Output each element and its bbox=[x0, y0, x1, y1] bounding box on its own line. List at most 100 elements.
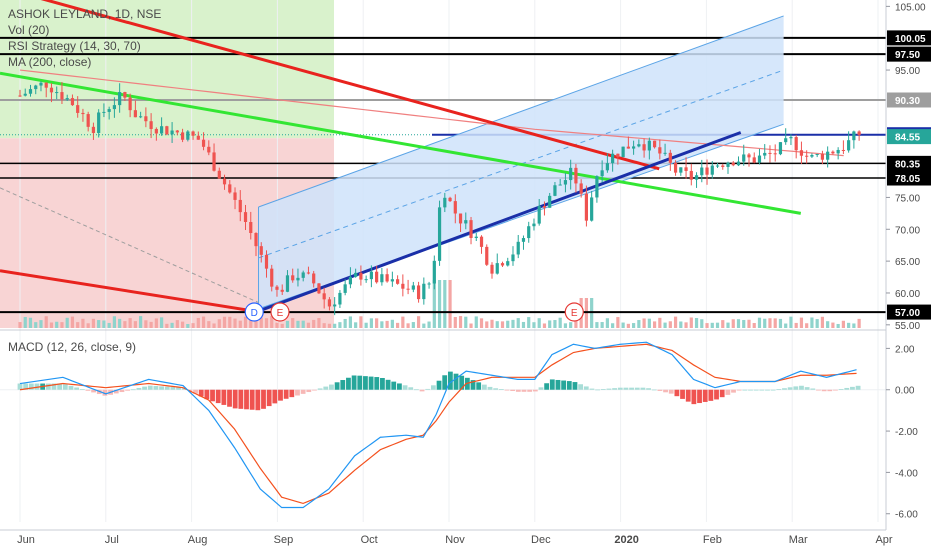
event-marker[interactable]: E bbox=[270, 302, 290, 322]
candle-body bbox=[458, 213, 463, 224]
macd-histogram-bar bbox=[249, 389, 255, 410]
candle-body bbox=[694, 175, 699, 180]
candle-body bbox=[118, 92, 122, 106]
price-tag-label: 78.05 bbox=[895, 174, 920, 185]
candle-body bbox=[474, 236, 478, 238]
candle-body bbox=[249, 221, 253, 234]
price-tag: 57.00 bbox=[887, 304, 931, 320]
price-tag-label: 90.30 bbox=[895, 96, 920, 107]
macd-histogram-bar bbox=[346, 377, 351, 390]
candle-body bbox=[333, 304, 337, 307]
macd-histogram-bar bbox=[283, 389, 289, 399]
candle-body bbox=[364, 279, 368, 281]
candle-body bbox=[44, 82, 48, 88]
volume-bar bbox=[23, 316, 27, 328]
candle-body bbox=[175, 130, 179, 133]
macd-histogram-bar bbox=[204, 389, 210, 400]
macd-histogram-bar bbox=[595, 389, 601, 391]
candle-body bbox=[453, 201, 457, 214]
volume-bar bbox=[595, 322, 599, 328]
candle-body bbox=[144, 116, 148, 122]
volume-bar bbox=[123, 321, 127, 328]
macd-histogram-bar bbox=[680, 389, 685, 399]
volume-bar bbox=[401, 316, 405, 328]
candle-body bbox=[128, 97, 132, 111]
price-tag: 100.05 bbox=[887, 30, 931, 46]
volume-bar bbox=[763, 318, 767, 328]
macd-histogram-bar bbox=[368, 376, 374, 390]
candle-body bbox=[684, 167, 688, 171]
macd-histogram-bar bbox=[176, 387, 181, 390]
candle-body bbox=[847, 140, 851, 151]
candle-body bbox=[76, 105, 80, 113]
channel-upper bbox=[258, 15, 784, 208]
x-tick-label: Jul bbox=[105, 534, 119, 546]
symbol-title[interactable]: ASHOK LEYLAND, 1D, NSE bbox=[8, 7, 162, 21]
macd-histogram-bar bbox=[532, 389, 538, 392]
zone-green bbox=[0, 0, 334, 139]
candle-body bbox=[778, 142, 783, 155]
candle-body bbox=[270, 268, 274, 287]
candle-body bbox=[553, 185, 557, 196]
volume-bar bbox=[474, 316, 478, 328]
volume-bar bbox=[91, 318, 96, 328]
volume-bar bbox=[144, 320, 148, 328]
macd-histogram-bar bbox=[136, 387, 142, 390]
macd-histogram-bar bbox=[312, 389, 317, 391]
volume-bar bbox=[97, 320, 101, 328]
candle-body bbox=[70, 98, 75, 106]
macd-histogram-bar bbox=[266, 389, 272, 407]
event-marker[interactable]: D bbox=[244, 302, 264, 322]
macd-histogram-bar bbox=[640, 387, 646, 390]
candle-body bbox=[763, 152, 767, 156]
price-tag: 80.35 bbox=[887, 155, 931, 171]
macd-histogram-bar bbox=[255, 389, 261, 411]
macd-histogram-bar bbox=[181, 388, 187, 390]
macd-histogram-bar bbox=[323, 386, 329, 390]
macd-histogram-bar bbox=[612, 388, 617, 390]
volume-bar bbox=[527, 317, 531, 328]
axis-background bbox=[886, 0, 932, 550]
volume-bar bbox=[291, 318, 295, 328]
x-tick-label: Apr bbox=[875, 534, 892, 546]
volume-bar bbox=[306, 322, 311, 328]
candle-body bbox=[280, 289, 284, 292]
candle-body bbox=[39, 82, 43, 86]
candle-body bbox=[322, 293, 326, 300]
macd-histogram-bar bbox=[442, 375, 448, 390]
macd-histogram-bar bbox=[23, 383, 29, 390]
indicator-volume[interactable]: Vol (20) bbox=[8, 23, 50, 37]
macd-histogram-bar bbox=[668, 389, 674, 394]
macd-histogram-bar bbox=[504, 389, 510, 391]
volume-bar bbox=[542, 323, 547, 328]
volume-bar bbox=[49, 322, 54, 328]
macd-histogram-bar bbox=[317, 388, 323, 390]
volume-bar bbox=[532, 322, 536, 328]
event-marker[interactable]: E bbox=[564, 302, 584, 322]
volume-bar bbox=[280, 323, 284, 328]
macd-histogram-bar bbox=[481, 384, 487, 390]
candle-body bbox=[81, 112, 85, 115]
macd-tick-label: -4.00 bbox=[895, 468, 918, 479]
candle-body bbox=[799, 150, 804, 156]
indicator-rsi-strategy[interactable]: RSI Strategy (14, 30, 70) bbox=[8, 39, 141, 53]
candle-body bbox=[705, 167, 709, 175]
candle-body bbox=[123, 92, 127, 98]
macd-histogram-bar bbox=[742, 389, 748, 391]
macd-histogram-bar bbox=[408, 387, 414, 390]
volume-bar bbox=[364, 322, 368, 328]
indicator-ma[interactable]: MA (200, close) bbox=[8, 55, 92, 69]
candle-body bbox=[49, 87, 54, 93]
macd-histogram-bar bbox=[793, 386, 799, 390]
candle-body bbox=[794, 137, 798, 151]
volume-bar bbox=[275, 322, 279, 328]
candle-body bbox=[264, 254, 269, 269]
candle-body bbox=[673, 162, 678, 173]
volume-bar bbox=[757, 317, 762, 328]
macd-histogram-bar bbox=[306, 389, 312, 393]
macd-tick-label: 2.00 bbox=[895, 344, 915, 355]
macd-legend[interactable]: MACD (12, 26, close, 9) bbox=[8, 340, 137, 354]
volume-bar bbox=[453, 317, 457, 328]
volume-bar bbox=[815, 319, 819, 328]
